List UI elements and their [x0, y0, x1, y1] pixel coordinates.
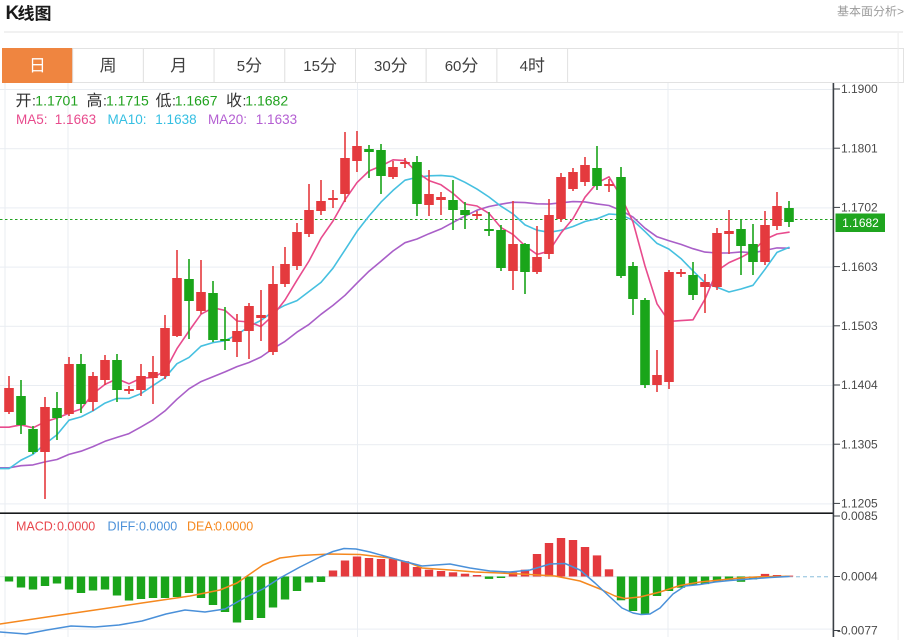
svg-text:MA20:: MA20:	[208, 112, 247, 127]
svg-text:0.0000: 0.0000	[139, 520, 177, 534]
svg-text:1.1701: 1.1701	[35, 93, 78, 109]
svg-text:1.1633: 1.1633	[256, 112, 297, 127]
svg-text:1.1667: 1.1667	[175, 93, 218, 109]
svg-text:MACD:: MACD:	[16, 520, 56, 534]
svg-text:1.1638: 1.1638	[155, 112, 196, 127]
svg-text:1.1801: 1.1801	[841, 141, 878, 155]
svg-text:1.1305: 1.1305	[841, 437, 878, 451]
svg-text::: :	[172, 93, 176, 109]
svg-text:>: >	[897, 5, 904, 19]
svg-text:MA10:: MA10:	[108, 112, 147, 127]
svg-text:15: 15	[303, 58, 320, 75]
svg-text:1.1715: 1.1715	[106, 93, 149, 109]
svg-text::: :	[243, 93, 247, 109]
svg-text:1.1900: 1.1900	[841, 82, 878, 96]
svg-text::: :	[32, 93, 36, 109]
svg-text:K: K	[6, 3, 20, 24]
svg-text:0.0000: 0.0000	[57, 520, 95, 534]
svg-text:1.1503: 1.1503	[841, 319, 878, 333]
svg-text:-0.0077: -0.0077	[837, 624, 878, 638]
svg-text:1.1682: 1.1682	[245, 93, 288, 109]
svg-text::: :	[103, 93, 107, 109]
svg-text:1.1404: 1.1404	[841, 378, 878, 392]
svg-text:1.1603: 1.1603	[841, 260, 878, 274]
svg-text:4: 4	[520, 58, 528, 75]
svg-text:1.1702: 1.1702	[841, 201, 878, 215]
svg-text:MA5:: MA5:	[16, 112, 48, 127]
svg-text:0.0085: 0.0085	[841, 509, 878, 523]
svg-text:60: 60	[445, 58, 462, 75]
svg-text:DEA:: DEA:	[187, 520, 216, 534]
svg-text:5: 5	[237, 58, 245, 75]
svg-text:1.1663: 1.1663	[55, 112, 96, 127]
svg-text:0.0004: 0.0004	[841, 570, 878, 584]
svg-text:DIFF:: DIFF:	[108, 520, 139, 534]
svg-text:0.0000: 0.0000	[215, 520, 253, 534]
svg-text:1.1205: 1.1205	[841, 497, 878, 511]
svg-text:30: 30	[374, 58, 391, 75]
svg-text:1.1682: 1.1682	[842, 216, 879, 230]
